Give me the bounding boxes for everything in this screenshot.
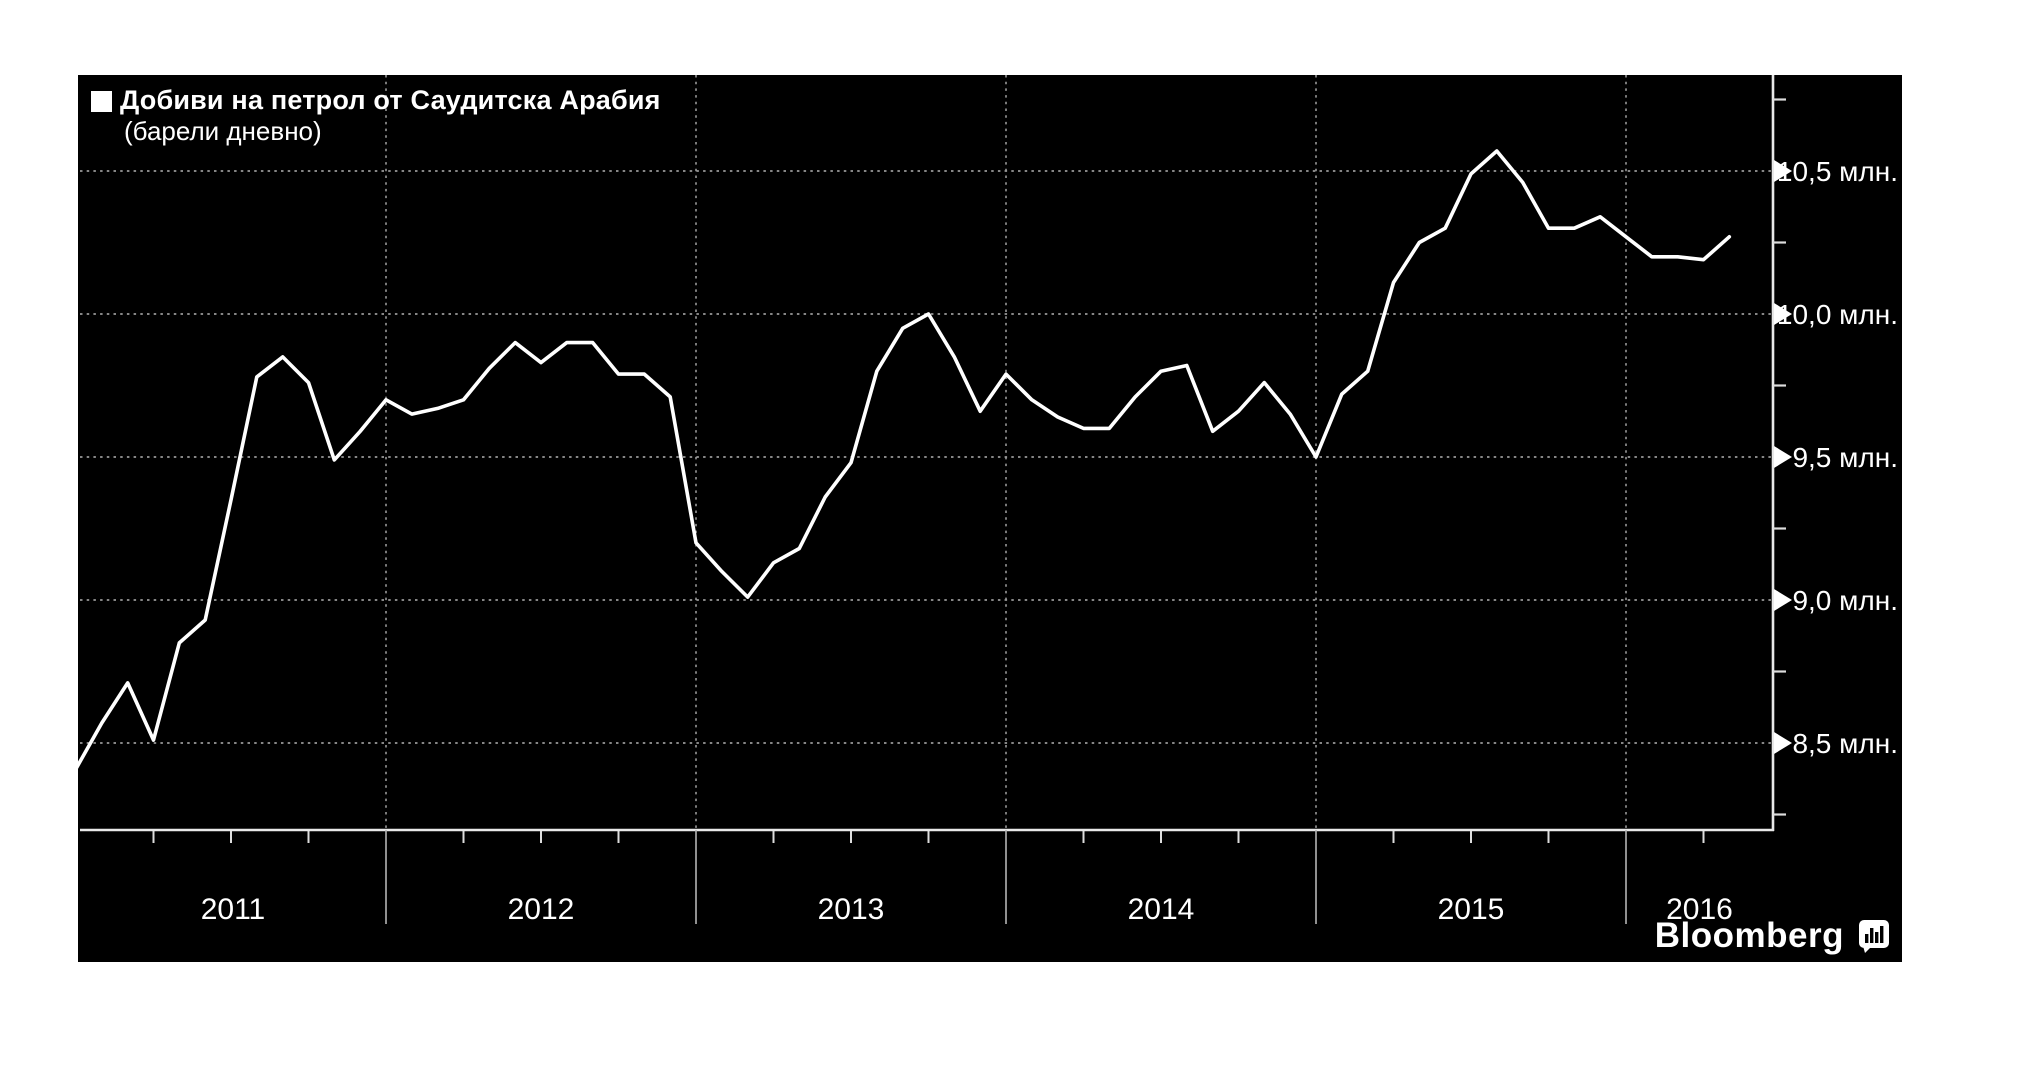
x-axis-year-label: 2016 [1666,893,1733,926]
chart-title: Добиви на петрол от Саудитска Арабия [120,85,661,115]
x-gridlines [385,75,1627,830]
y-tick-arrow [1774,732,1792,754]
legend-text: Добиви на петрол от Саудитска Арабия (ба… [120,85,661,146]
chart-figure: 10,5 млн. 10,0 млн. 9,5 млн. 9,0 млн. 8,5 мл… [78,75,1902,962]
y-tick-arrow [1774,303,1792,325]
y-axis-labels: 10,5 млн. 10,0 млн. 9,5 млн. 9,0 млн. 8,5 мл… [1774,156,1898,759]
y-axis-label: 9,0 млн. [1792,585,1898,616]
chart-legend: Добиви на петрол от Саудитска Арабия (ба… [91,85,661,146]
x-axis-labels: 2011 2012 2013 2014 2015 2016 [201,830,1733,926]
x-axis-year-label: 2014 [1128,893,1195,926]
bloomberg-logo-text: Bloomberg [1654,916,1844,955]
y-tick-arrow [1774,160,1792,182]
plot-svg: 10,5 млн. 10,0 млн. 9,5 млн. 9,0 млн. 8,5 мл… [78,75,1898,926]
chart-subtitle: (барели дневно) [124,116,322,146]
x-axis-year-label: 2015 [1438,893,1505,926]
axes [80,75,1775,832]
y-axis-label: 10,0 млн. [1777,299,1898,330]
y-tick-arrow [1774,589,1792,611]
x-axis-year-label: 2013 [818,893,885,926]
y-tick-arrow [1774,446,1792,468]
production-line [78,149,1732,769]
y-axis-label: 10,5 млн. [1777,156,1898,187]
y-minor-ticks [1773,98,1786,816]
y-axis-label: 8,5 млн. [1792,728,1898,759]
x-minor-ticks [152,831,1705,843]
x-axis-year-label: 2011 [201,893,266,926]
data-series [78,149,1732,769]
bloomberg-branding: Bloomberg [1655,916,1890,956]
legend-swatch [91,91,112,112]
bar-chart-bubble-icon [1859,920,1889,953]
x-axis-year-label: 2012 [508,893,575,926]
y-axis-label: 9,5 млн. [1792,442,1898,473]
